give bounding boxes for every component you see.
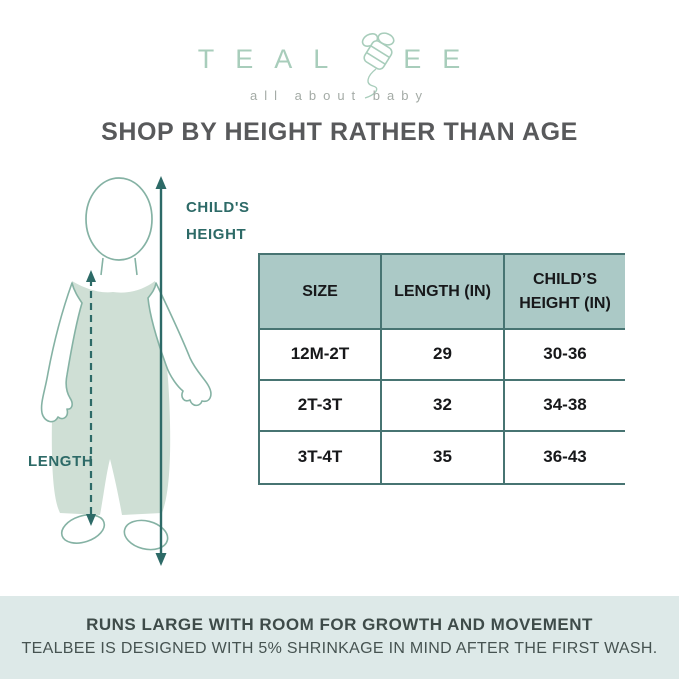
bee-icon [361, 32, 395, 99]
brand-tagline: all about baby [250, 88, 429, 103]
child-height-label-line1: CHILD'S [186, 199, 250, 216]
table-row-3-length: 35 [382, 432, 505, 483]
arms-outline [40, 282, 212, 423]
table-row-1-size: 12M-2T [260, 330, 382, 381]
height-arrow [155, 176, 167, 566]
neck-lines [100, 257, 138, 276]
table-row-1-height: 30-36 [505, 330, 625, 381]
table-row-2-size: 2T-3T [260, 381, 382, 432]
baby-measurement-illustration [40, 176, 212, 566]
table-row-3-height: 36-43 [505, 432, 625, 483]
length-label: LENGTH [28, 453, 94, 470]
table-row-3-size: 3T-4T [260, 432, 382, 483]
logo-text-prefix: TEAL [197, 44, 350, 74]
page-title: SHOP BY HEIGHT RATHER THAN AGE [101, 118, 578, 146]
head-outline [85, 177, 153, 261]
brand-logo: TEAL EE [0, 32, 679, 99]
child-height-label-line2: HEIGHT [186, 226, 247, 243]
footer-note-bar: RUNS LARGE WITH ROOM FOR GROWTH AND MOVE… [0, 596, 679, 679]
size-table-header-size: SIZE [260, 255, 382, 330]
feet-outline [60, 514, 169, 551]
table-row-2-height: 34-38 [505, 381, 625, 432]
table-row-2-length: 32 [382, 381, 505, 432]
length-arrow [86, 270, 96, 526]
footer-line2: TEALBEE IS DESIGNED WITH 5% SHRINKAGE IN… [21, 640, 658, 657]
size-table-header-length: LENGTH (IN) [382, 255, 505, 330]
child-height-label: CHILD'S HEIGHT [186, 194, 250, 248]
logo-text-suffix: EE [403, 44, 482, 74]
romper-shape [51, 281, 171, 515]
size-table-header-child-height: CHILD’S HEIGHT (IN) [505, 255, 625, 330]
table-row-1-length: 29 [382, 330, 505, 381]
size-table: SIZE LENGTH (IN) CHILD’S HEIGHT (IN) 12M… [258, 253, 625, 485]
footer-line1: RUNS LARGE WITH ROOM FOR GROWTH AND MOVE… [86, 615, 593, 634]
